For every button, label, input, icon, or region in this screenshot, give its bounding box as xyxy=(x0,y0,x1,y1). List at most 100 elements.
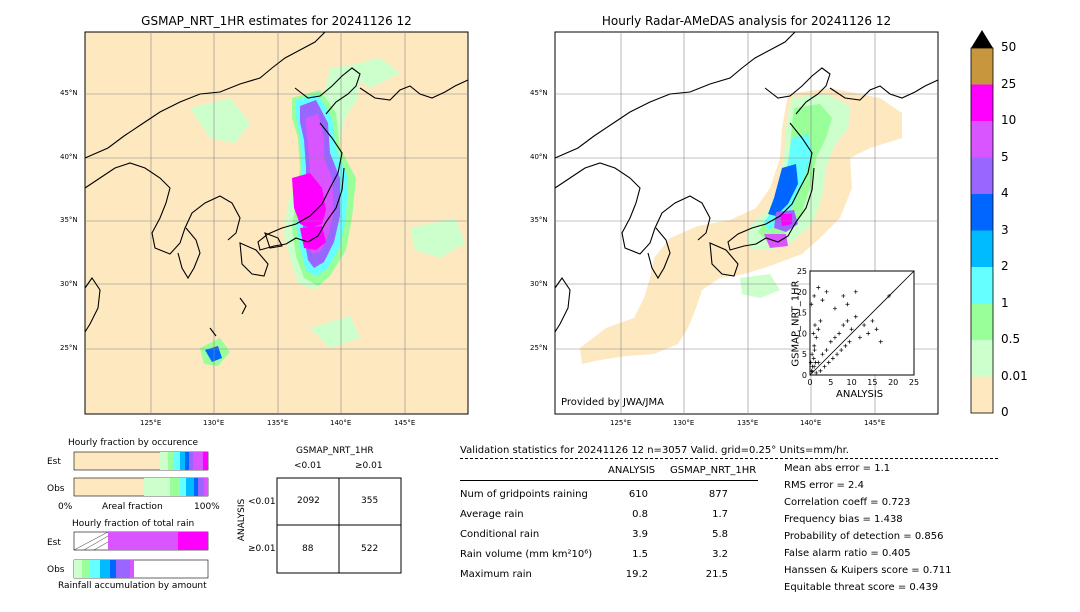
colorbar-band xyxy=(971,340,993,377)
scatter-ytick: 10 xyxy=(797,329,807,338)
scatter-point xyxy=(828,339,833,344)
scatter-point xyxy=(870,318,875,323)
left-lon-tick: 125°E xyxy=(140,419,162,427)
contingency-col-lt: <0.01 xyxy=(294,461,322,471)
score-item: Correlation coeff = 0.723 xyxy=(784,497,911,508)
contingency-cell: 2092 xyxy=(297,496,320,506)
obs-label: Obs xyxy=(47,484,65,494)
left-lat-tick: 45°N xyxy=(60,89,78,97)
total-rain-bars xyxy=(73,531,209,579)
colorbar-band xyxy=(971,84,993,121)
colorbar-label: 0 xyxy=(1001,405,1009,419)
left-map xyxy=(84,31,469,415)
scatter-point xyxy=(812,323,817,328)
total-rain-title: Hourly fraction of total rain xyxy=(72,519,195,529)
colorbar-label: 10 xyxy=(1001,113,1017,127)
scatter-point xyxy=(826,360,831,365)
colorbar-band xyxy=(971,376,993,413)
colorbar-band xyxy=(971,230,993,267)
score-item: Equitable threat score = 0.439 xyxy=(784,582,939,593)
est-label: Est xyxy=(47,457,61,467)
right-lon-tick: 145°E xyxy=(864,419,886,427)
scatter-xtick: 25 xyxy=(909,378,919,387)
scatter-ytick: 5 xyxy=(802,350,807,359)
scatter-point xyxy=(814,335,819,340)
right-lat-tick: 30°N xyxy=(530,280,548,288)
right-lat-tick: 25°N xyxy=(530,344,548,352)
scatter-point xyxy=(812,293,817,298)
scatter-point xyxy=(810,369,815,374)
scatter-point xyxy=(862,323,867,328)
scatter-point xyxy=(814,370,819,375)
axis-mid-label: Areal fraction xyxy=(102,502,163,512)
axis-right-label: 100% xyxy=(194,502,220,512)
right-lat-tick: 35°N xyxy=(530,216,548,224)
scatter-plot: 00 5 5 10 10 15 15 20 20 25 25 xyxy=(797,267,919,387)
contingency-row-lt: <0.01 xyxy=(248,497,276,507)
colorbar xyxy=(970,30,994,414)
scatter-point xyxy=(813,360,818,365)
scatter-point xyxy=(878,339,883,344)
validation-header-underline xyxy=(460,480,758,481)
right-lon-tick: 135°E xyxy=(737,419,759,427)
scatter-point xyxy=(841,293,846,298)
scatter-point xyxy=(830,356,835,361)
right-lon-tick: 130°E xyxy=(673,419,695,427)
colorbar-band xyxy=(971,121,993,158)
scatter-point xyxy=(820,298,825,303)
scatter-point xyxy=(818,318,823,323)
scatter-point xyxy=(816,285,821,290)
score-item: RMS error = 2.4 xyxy=(784,480,864,491)
occurrence-title: Hourly fraction by occurence xyxy=(68,438,199,448)
left-map-title: GSMAP_NRT_1HR estimates for 20241126 12 xyxy=(141,14,412,28)
scatter-xtick: 10 xyxy=(847,378,857,387)
validation-header: Validation statistics for 20241126 12 n=… xyxy=(460,445,849,456)
colorbar-arrow-icon xyxy=(971,30,993,48)
data-credit: Provided by JWA/JMA xyxy=(561,397,664,408)
scatter-point xyxy=(845,302,850,307)
scatter-point xyxy=(811,331,816,336)
scatter-xtick: 0 xyxy=(807,378,812,387)
scatter-xtick: 15 xyxy=(867,378,877,387)
left-lon-tick: 135°E xyxy=(267,419,289,427)
scatter-point xyxy=(832,306,837,311)
right-map-title: Hourly Radar-AMeDAS analysis for 2024112… xyxy=(601,14,892,28)
scatter-point xyxy=(866,331,871,336)
contingency-cell: 355 xyxy=(361,496,379,506)
scatter-point xyxy=(839,348,844,353)
scatter-xtick: 20 xyxy=(888,378,898,387)
scatter-point xyxy=(853,289,858,294)
validation-col-gsmap: GSMAP_NRT_1HR xyxy=(670,465,757,476)
scatter-point xyxy=(810,352,815,357)
scatter-xtick: 5 xyxy=(828,378,833,387)
scatter-point xyxy=(812,348,817,353)
scatter-ytick: 0 xyxy=(802,371,807,380)
validation-table: Num of gridpoints raining 610 877 Averag… xyxy=(460,489,728,580)
left-lon-tick: 140°E xyxy=(330,419,352,427)
colorbar-label: 25 xyxy=(1001,76,1017,91)
scatter-point xyxy=(837,331,842,336)
scatter-point xyxy=(849,327,854,332)
right-coastlines xyxy=(554,31,939,333)
scatter-point xyxy=(832,335,837,340)
scatter-point xyxy=(841,323,846,328)
left-lat-tick: 35°N xyxy=(60,216,78,224)
left-gridlines xyxy=(85,32,468,414)
left-lat-tick: 25°N xyxy=(60,344,78,352)
right-lat-tick: 40°N xyxy=(530,153,548,161)
scatter-point xyxy=(887,293,892,298)
score-item: False alarm ratio = 0.405 xyxy=(784,548,911,559)
scatter-point xyxy=(845,318,850,323)
colorbar-label: 0.5 xyxy=(1001,332,1021,346)
scatter-point xyxy=(843,343,848,348)
bottom-caption: Rainfall accumulation by amount xyxy=(58,581,207,591)
colorbar-label: 4 xyxy=(1001,186,1009,200)
scatter-point xyxy=(810,364,815,369)
scatter-point xyxy=(812,343,817,348)
validation-col-analysis: ANALYSIS xyxy=(608,465,656,476)
contingency-cell: 88 xyxy=(302,544,314,554)
left-lon-tick: 145°E xyxy=(394,419,416,427)
colorbar-band xyxy=(971,303,993,340)
scatter-point xyxy=(857,335,862,340)
scatter-point xyxy=(847,339,852,344)
